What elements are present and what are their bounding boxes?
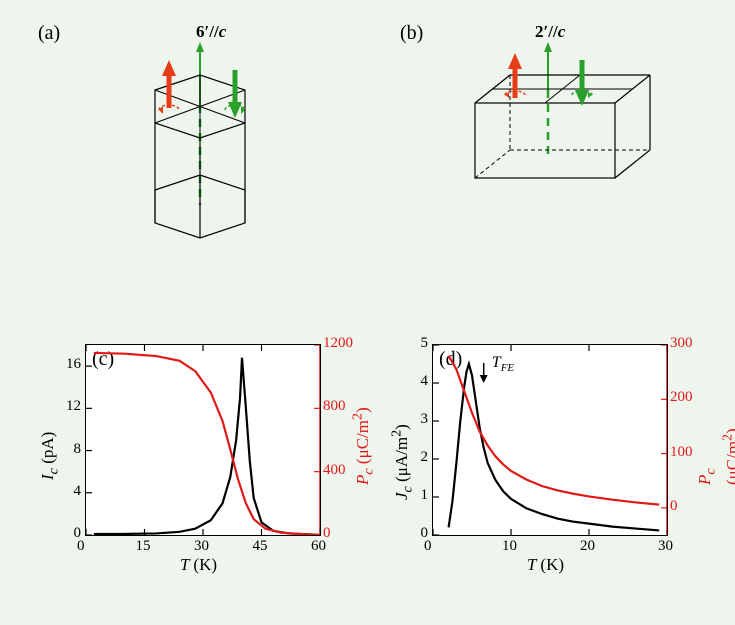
chart-d-ylabel-right: Pc (μC/m2) xyxy=(695,428,735,485)
chart-d-box: (d) TFE xyxy=(432,344,668,536)
diagram-b xyxy=(430,30,680,210)
panel-a-label: (a) xyxy=(38,22,60,45)
panel-b-label: (b) xyxy=(400,22,423,45)
chart-d-svg: TFE xyxy=(433,345,667,535)
chart-d-xlabel: T (K) xyxy=(527,555,564,575)
diagram-a xyxy=(95,30,305,240)
chart-c-ylabel-left: Ic (pA) xyxy=(38,432,62,480)
chart-d-ylabel-left: Jc (μA/m2) xyxy=(388,424,416,500)
chart-c-svg xyxy=(86,345,320,535)
chart-c-xlabel: T (K) xyxy=(180,555,217,575)
chart-c-box: (c) xyxy=(85,344,321,536)
chart-c-ylabel-right: Pc (μC/m2) xyxy=(349,407,377,485)
svg-text:FE: FE xyxy=(500,362,515,374)
